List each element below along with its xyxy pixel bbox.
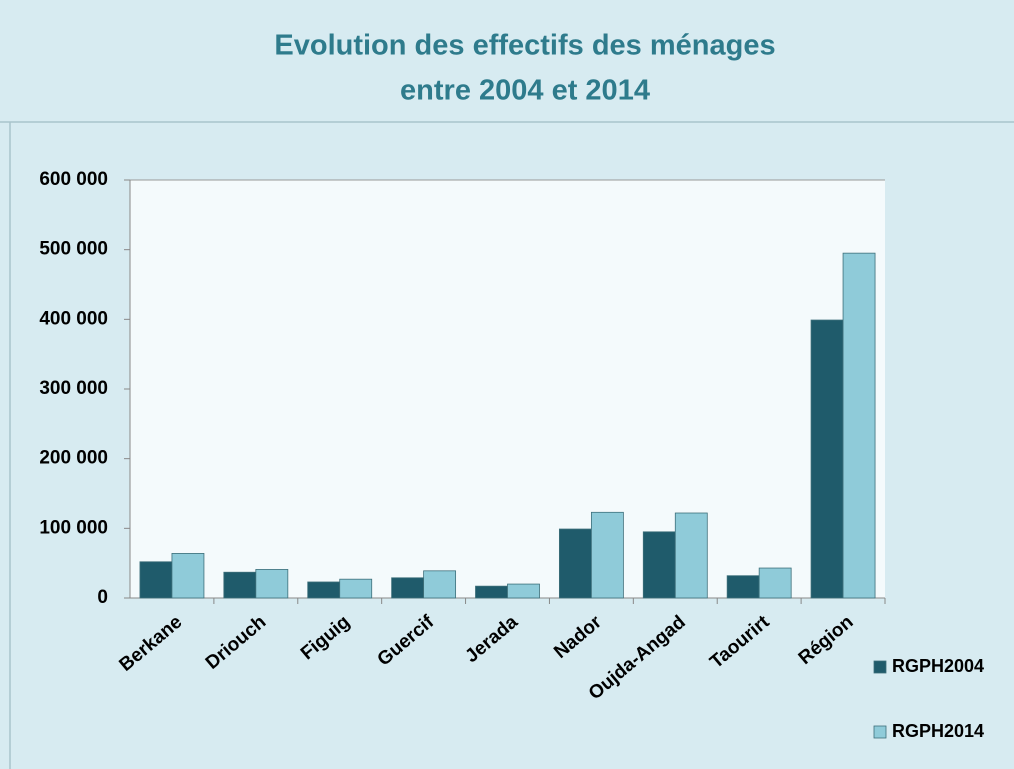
bar <box>423 570 457 599</box>
bar <box>391 577 425 599</box>
y-tick-label: 100 000 <box>39 517 108 538</box>
y-tick-label: 300 000 <box>39 378 108 399</box>
bar <box>223 571 257 599</box>
bar <box>758 567 792 599</box>
legend-label: RGPH2014 <box>892 721 984 741</box>
bar <box>726 575 760 599</box>
bar <box>255 569 289 599</box>
bar <box>558 528 592 599</box>
bar <box>307 581 341 599</box>
bar <box>139 561 173 599</box>
chart-title: entre 2004 et 2014 <box>400 75 650 107</box>
y-tick-label: 500 000 <box>39 239 108 260</box>
bar <box>507 583 540 599</box>
legend-swatch <box>873 725 887 739</box>
plot-area <box>130 180 885 598</box>
y-tick-label: 200 000 <box>39 448 108 469</box>
bar <box>842 252 876 599</box>
y-tick-label: 400 000 <box>39 308 108 329</box>
legend-swatch <box>873 660 887 674</box>
bar <box>674 512 708 599</box>
bar <box>810 319 844 599</box>
bar <box>475 585 508 599</box>
bar <box>590 511 624 599</box>
legend-label: RGPH2004 <box>892 656 984 676</box>
y-tick-label: 600 000 <box>39 169 108 190</box>
y-tick-label: 0 <box>97 587 108 608</box>
bar <box>642 531 676 599</box>
bar <box>339 578 373 599</box>
chart-title: Evolution des effectifs des ménages <box>274 30 775 62</box>
bar <box>171 553 205 599</box>
